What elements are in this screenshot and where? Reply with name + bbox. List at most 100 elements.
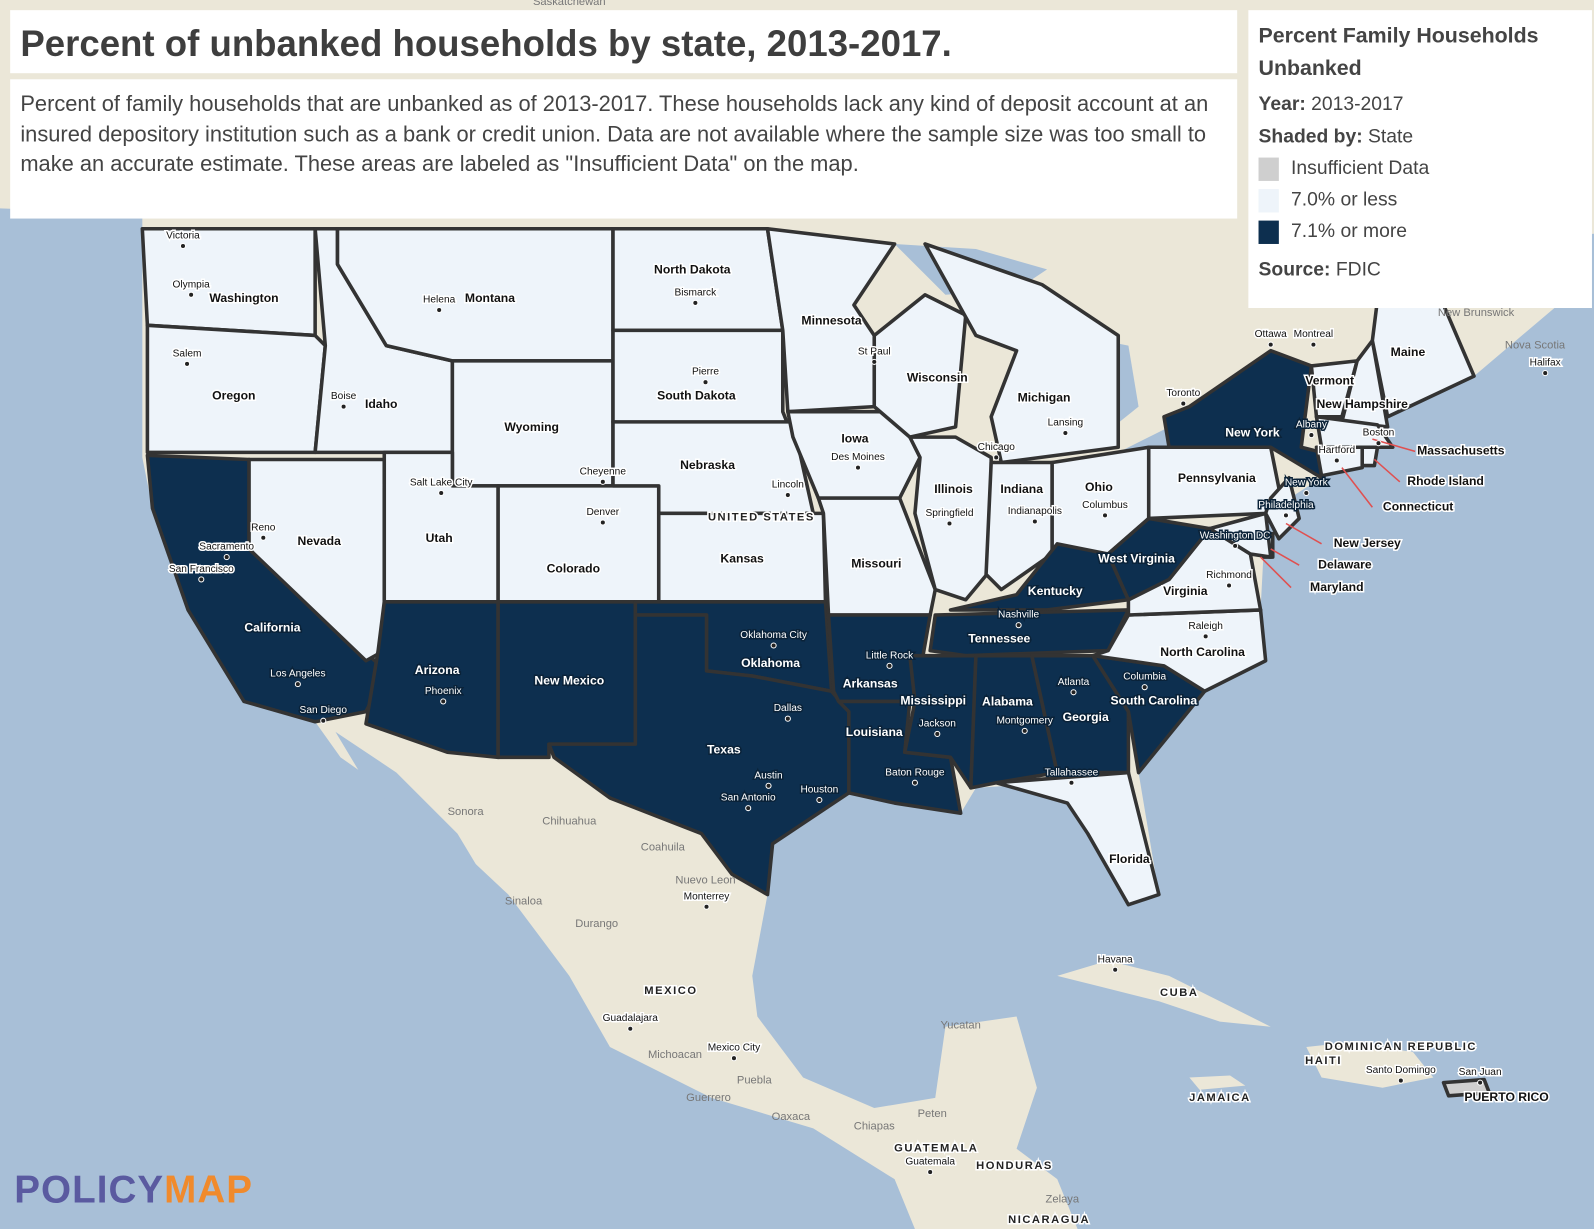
region-label: Nova Scotia	[1505, 340, 1566, 352]
legend-swatch	[1258, 157, 1279, 181]
legend-source-value: FDIC	[1335, 259, 1381, 281]
state-label: Delaware	[1318, 557, 1372, 571]
state-label: Kansas	[720, 551, 764, 565]
state-label: Virginia	[1163, 584, 1208, 598]
state-shape	[1030, 653, 1131, 775]
city-label: Havana	[1098, 954, 1133, 965]
city-label: Lansing	[1048, 418, 1084, 429]
state-label: Alabama	[982, 695, 1033, 709]
city-marker	[784, 715, 791, 722]
city-label: Atlanta	[1058, 677, 1090, 688]
region-label: Sonora	[448, 806, 485, 818]
legend-swatch	[1258, 188, 1279, 212]
state-shape	[496, 484, 661, 604]
country-label: CUBA	[1160, 987, 1198, 999]
city-marker	[1310, 341, 1317, 348]
city-label: Santo Domingo	[1366, 1065, 1436, 1076]
state-shape	[872, 293, 968, 439]
region-label: Nuevo Leon	[675, 874, 735, 886]
state-label: North Carolina	[1160, 645, 1245, 659]
city-marker	[770, 642, 777, 649]
state-label: Ohio	[1085, 480, 1113, 494]
city-label: Oklahoma City	[740, 630, 808, 641]
city-marker	[816, 796, 823, 804]
city-marker	[934, 730, 941, 737]
description: Percent of family households that are un…	[20, 91, 1209, 176]
city-label: Houston	[800, 785, 838, 796]
city-marker	[340, 403, 347, 410]
city-marker	[184, 360, 191, 367]
leader-line	[1270, 548, 1300, 566]
legend: Percent Family Households Unbanked Year:…	[1248, 10, 1592, 309]
city-label: Richmond	[1206, 570, 1252, 581]
city-marker	[854, 464, 862, 471]
city-marker	[294, 681, 301, 688]
state-label: North Dakota	[654, 263, 731, 277]
state-label: Mississippi	[900, 694, 966, 708]
legend-item-label: 7.0% or less	[1291, 189, 1398, 211]
state-label: Louisiana	[846, 725, 903, 739]
legend-year: Year: 2013-2017	[1259, 91, 1582, 117]
city-marker	[702, 379, 709, 386]
region-label: Chiapas	[854, 1120, 895, 1132]
city-label: Des Moines	[831, 452, 885, 463]
state-label: Arizona	[415, 663, 460, 677]
state-label: Maine	[1391, 345, 1426, 359]
state-label: Oregon	[212, 389, 255, 403]
region-label: Coahuila	[641, 842, 686, 854]
state-label: Iowa	[841, 431, 868, 445]
city-marker	[1015, 622, 1022, 629]
city-marker	[730, 1055, 738, 1062]
city-marker	[1031, 518, 1038, 525]
city-marker	[1375, 440, 1382, 447]
region-label: Zelaya	[1046, 1193, 1080, 1205]
legend-shaded: Shaded by: State	[1259, 124, 1582, 150]
city-label: Tallahassee	[1045, 767, 1099, 778]
state-label: South Carolina	[1110, 694, 1197, 708]
legend-shaded-value: State	[1367, 126, 1414, 148]
state-label: Utah	[426, 531, 453, 545]
city-marker	[1202, 633, 1209, 640]
city-label: Helena	[423, 295, 456, 306]
city-label: San Francisco	[169, 564, 234, 575]
state-shape	[140, 226, 317, 338]
city-label: Guadalajara	[603, 1013, 659, 1024]
city-label: Hartford	[1318, 445, 1355, 456]
title-box: Percent of unbanked households by state,…	[10, 10, 1238, 74]
state-label: Connecticut	[1383, 499, 1453, 513]
city-label: Cheyenne	[580, 466, 627, 477]
region-label: Yucatan	[940, 1020, 980, 1032]
city-marker	[1112, 966, 1119, 973]
legend-item: Insufficient Data	[1258, 156, 1582, 182]
city-marker	[886, 662, 893, 669]
logo: POLICYMAP	[14, 1169, 253, 1213]
city-marker	[1180, 400, 1187, 407]
city-label: Lincoln	[772, 480, 804, 491]
city-marker	[1070, 689, 1077, 696]
state-label: South Dakota	[657, 389, 736, 403]
city-marker	[911, 779, 918, 786]
city-label: San Diego	[300, 705, 348, 716]
region-label: Saskatchewan	[533, 0, 606, 8]
city-marker	[1101, 512, 1109, 519]
region-label: Oaxaca	[772, 1111, 811, 1123]
state-shape	[928, 608, 1131, 658]
state-label: New Mexico	[534, 673, 604, 687]
city-marker	[320, 717, 327, 724]
city-marker	[692, 299, 699, 306]
legend-source-label: Source:	[1258, 259, 1331, 281]
legend-item-label: 7.1% or more	[1291, 220, 1407, 242]
city-label: Albany	[1296, 420, 1328, 431]
state-label: Missouri	[851, 556, 901, 570]
jamaica	[1189, 1075, 1246, 1090]
city-marker	[946, 520, 953, 527]
city-label: Salt Lake City	[410, 478, 474, 489]
city-marker	[599, 519, 606, 526]
region-label: Chihuahua	[542, 815, 597, 827]
city-label: Reno	[251, 522, 276, 533]
state-shape	[247, 457, 387, 663]
logo-part1: POLICY	[14, 1169, 165, 1212]
legend-swatch	[1258, 220, 1279, 244]
state-shape	[1091, 608, 1268, 694]
